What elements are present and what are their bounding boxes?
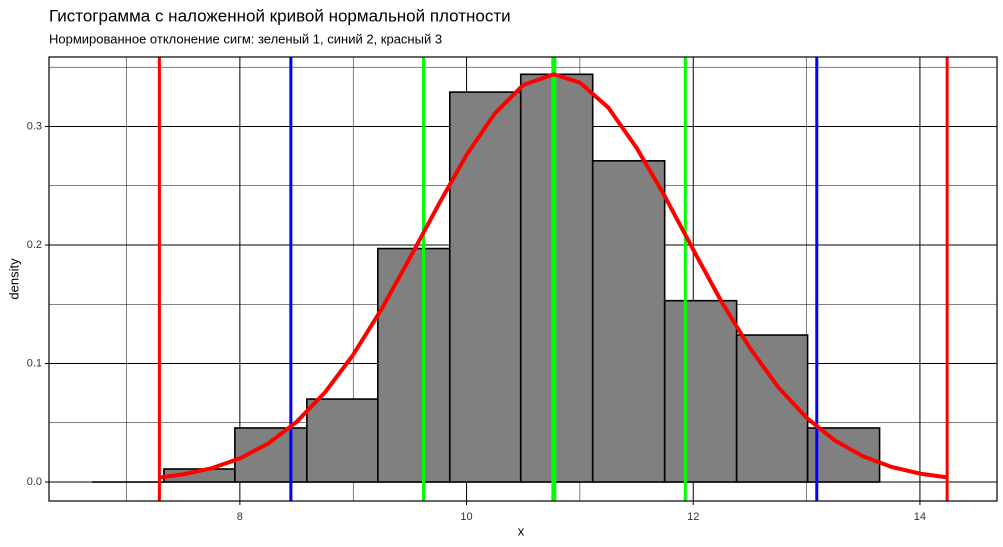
bar: [806, 427, 881, 483]
panel-border: [48, 56, 998, 502]
density-curve: [159, 72, 948, 480]
chart-title: Гистограмма с наложенной кривой нормальн…: [49, 6, 511, 25]
y-tick-label: 0.1: [27, 357, 42, 369]
y-tick-label: 0.0: [27, 476, 42, 488]
bar: [448, 91, 522, 483]
bar: [519, 73, 594, 483]
bar: [663, 299, 738, 483]
x-tick-label: 8: [237, 511, 243, 523]
x-axis-title: x: [518, 523, 525, 538]
y-tick-label: 0.3: [27, 120, 42, 132]
chart-subtitle: Нормированное отклонение сигм: зеленый 1…: [49, 31, 442, 46]
x-tick-label: 10: [460, 511, 472, 523]
bar: [377, 247, 451, 483]
bar: [591, 160, 666, 483]
y-tick-label: 0.2: [27, 239, 42, 251]
bar: [306, 398, 379, 483]
x-tick-label: 14: [914, 511, 926, 523]
x-tick-label: 12: [687, 511, 699, 523]
y-axis-title: density: [6, 258, 21, 300]
